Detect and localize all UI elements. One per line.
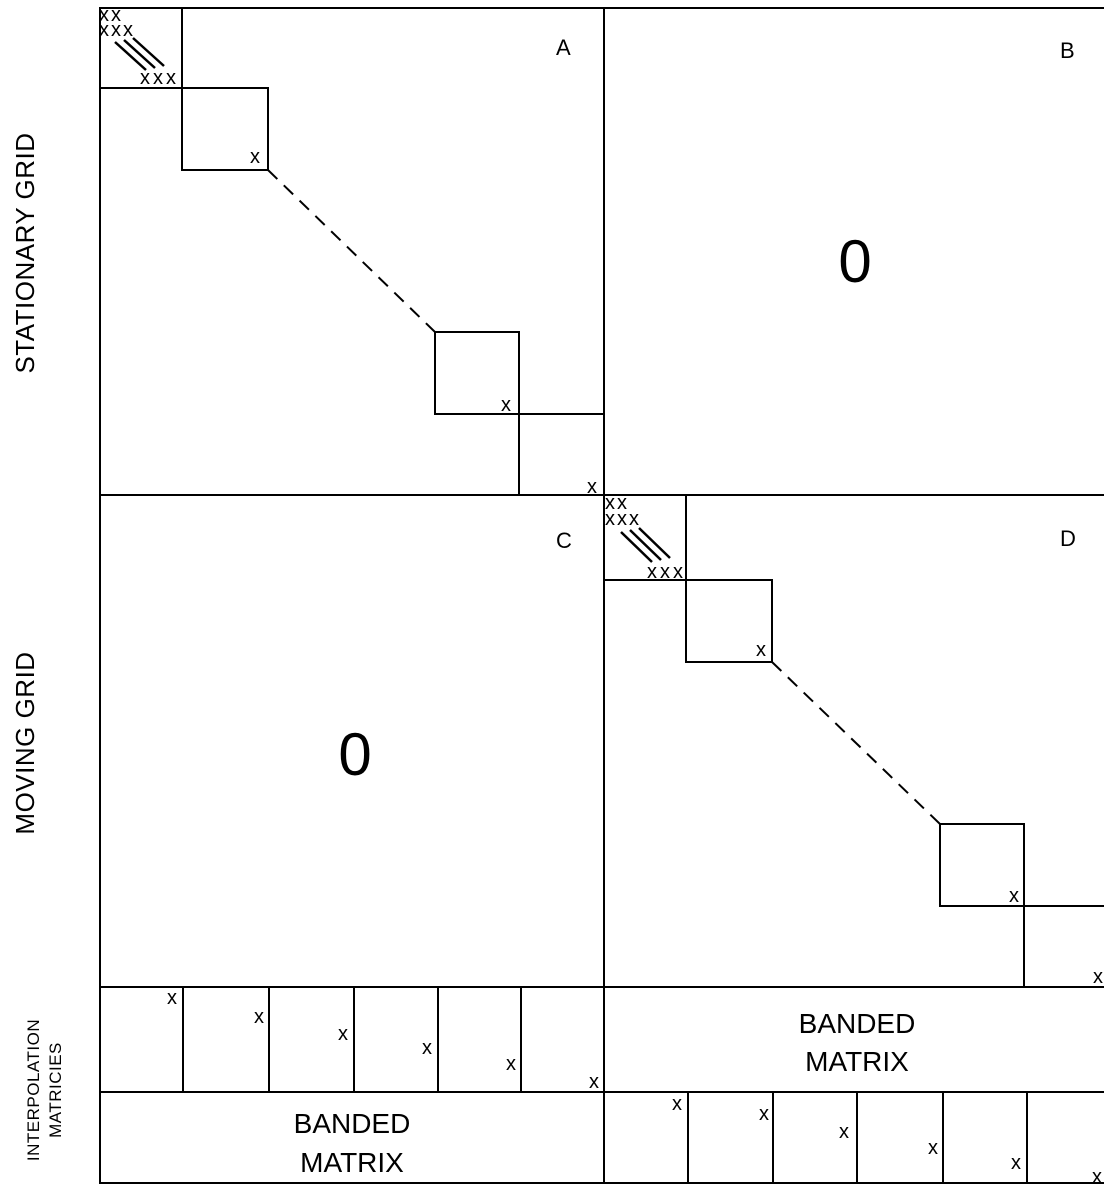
entry-mark: x [140,67,150,89]
block-a1 [99,7,183,89]
entry-mark: x [501,394,511,416]
entry-mark: x [839,1121,849,1143]
banded-matrix-upper-line2: MATRIX [805,1046,909,1077]
entry-mark: x [111,19,121,41]
entry-mark: x [605,508,615,530]
entry-mark: x [1092,1166,1102,1188]
zero-block-c: 0 [338,721,371,788]
entry-mark: x [422,1037,432,1059]
block-d2 [685,579,773,663]
entry-mark: x [759,1103,769,1125]
entry-mark: x [506,1053,516,1075]
entry-mark: x [166,67,176,89]
entry-mark: x [1011,1152,1021,1174]
banded-matrix-lower-line1: BANDED [294,1108,411,1139]
entry-mark: x [250,146,260,168]
entry-mark: x [111,4,121,26]
entry-mark: x [153,67,163,89]
entry-mark: x [587,476,597,498]
entry-mark: x [647,561,657,583]
entry-mark: x [605,492,615,514]
entry-mark: x [99,19,109,41]
block-a3 [434,331,520,415]
entry-mark: x [660,561,670,583]
panel-label-b: B [1060,38,1075,63]
entry-mark: x [167,987,177,1009]
block-a4 [518,413,605,496]
diagonal-dash-a [267,169,436,333]
entry-mark: x [338,1023,348,1045]
entry-mark: x [756,639,766,661]
banded-matrix-upper-line1: BANDED [799,1008,916,1039]
band-strokes-a [114,37,165,71]
entry-mark: x [589,1071,599,1093]
block-d1 [603,494,687,581]
diagonal-dash-d [771,661,941,825]
entry-mark: x [1093,966,1103,988]
panel-label-a: A [556,35,571,60]
band-strokes-d [620,527,671,563]
entry-mark: x [673,561,683,583]
entry-mark: x [617,508,627,530]
panel-label-c: C [556,528,572,553]
entry-mark: x [629,508,639,530]
block-a2 [181,87,269,171]
panel-label-d: D [1060,526,1076,551]
entry-mark: x [617,492,627,514]
entry-mark: x [928,1137,938,1159]
entry-mark: x [1009,885,1019,907]
entry-mark: x [123,19,133,41]
block-d4 [1023,905,1104,988]
entry-mark: x [254,1006,264,1028]
matrix-outer-frame [99,7,1104,1184]
banded-matrix-lower-line2: MATRIX [300,1147,404,1178]
entry-mark: x [99,4,109,26]
entry-mark: x [672,1093,682,1115]
zero-block-b: 0 [838,228,871,295]
block-d3 [939,823,1025,907]
